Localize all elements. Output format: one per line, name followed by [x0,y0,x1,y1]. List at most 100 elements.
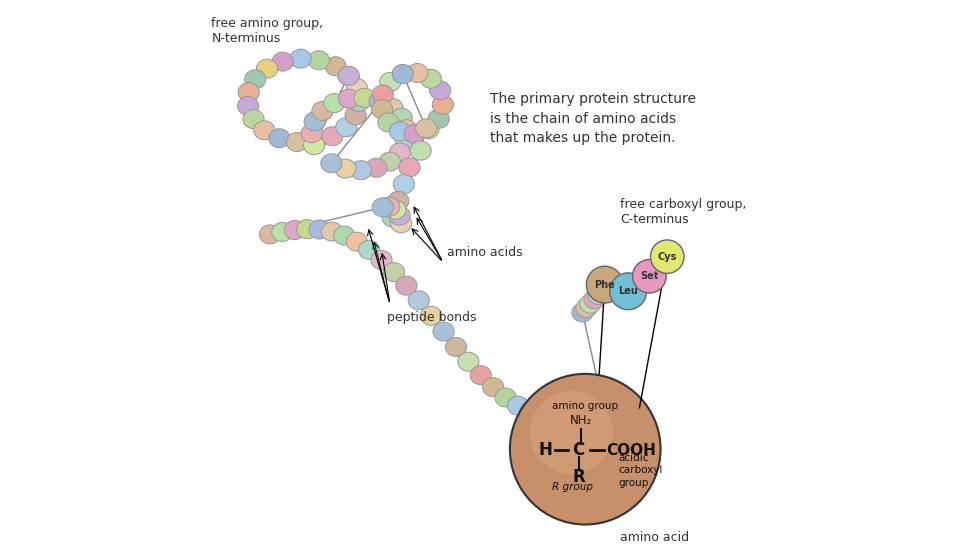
Ellipse shape [570,408,591,427]
Ellipse shape [334,226,355,245]
Ellipse shape [371,251,392,270]
Ellipse shape [254,121,275,140]
Ellipse shape [349,92,370,111]
Ellipse shape [407,64,428,83]
Text: C: C [573,441,584,459]
Ellipse shape [372,198,393,217]
Ellipse shape [507,396,528,415]
Text: R group: R group [552,482,594,492]
Ellipse shape [396,276,417,295]
Ellipse shape [372,85,393,104]
Ellipse shape [371,100,392,119]
Text: Set: Set [640,271,658,281]
Ellipse shape [338,66,360,85]
Ellipse shape [322,127,343,146]
Ellipse shape [389,143,411,162]
Text: The primary protein structure
is the chain of amino acids
that makes up the prot: The primary protein structure is the cha… [491,92,696,145]
Ellipse shape [415,119,437,138]
Ellipse shape [382,99,403,118]
Ellipse shape [532,406,553,425]
Ellipse shape [417,120,439,139]
Ellipse shape [572,303,593,322]
Text: R: R [573,468,585,486]
Ellipse shape [392,65,414,84]
Circle shape [510,374,660,525]
Ellipse shape [392,65,414,84]
Text: peptide bonds: peptide bonds [388,311,476,324]
Ellipse shape [495,388,516,407]
Circle shape [632,259,666,293]
Ellipse shape [432,95,453,114]
Ellipse shape [259,225,281,244]
Text: NH₂: NH₂ [570,413,592,427]
Ellipse shape [430,81,451,100]
Ellipse shape [428,109,449,128]
Text: amino acids: amino acids [447,247,523,259]
Ellipse shape [256,59,278,78]
Ellipse shape [399,158,420,177]
Ellipse shape [272,52,293,71]
Ellipse shape [380,73,401,92]
Ellipse shape [545,408,566,427]
Text: free amino group,
N-terminus: free amino group, N-terminus [211,17,323,45]
Ellipse shape [378,113,399,132]
Ellipse shape [369,92,390,110]
Ellipse shape [237,97,258,116]
Ellipse shape [391,108,413,127]
Text: Phe: Phe [595,280,615,290]
Ellipse shape [557,408,578,427]
Ellipse shape [308,220,330,239]
Ellipse shape [388,191,409,210]
Ellipse shape [290,49,311,68]
Ellipse shape [312,102,334,121]
Ellipse shape [354,88,375,107]
Ellipse shape [410,141,431,160]
Ellipse shape [284,220,306,239]
Ellipse shape [321,222,342,241]
Ellipse shape [335,159,356,178]
Text: Leu: Leu [618,286,638,296]
Ellipse shape [594,403,615,422]
Ellipse shape [243,109,264,128]
Ellipse shape [345,106,366,125]
Ellipse shape [304,136,325,155]
Ellipse shape [584,290,605,309]
Ellipse shape [592,281,613,300]
Ellipse shape [365,158,387,177]
Ellipse shape [389,122,411,141]
Ellipse shape [272,223,293,242]
Ellipse shape [390,214,412,233]
Ellipse shape [579,294,601,313]
Ellipse shape [420,306,442,325]
Ellipse shape [404,124,425,143]
Ellipse shape [286,132,308,151]
Ellipse shape [388,206,410,225]
Circle shape [530,391,613,474]
Ellipse shape [445,338,467,357]
Ellipse shape [379,197,400,216]
Ellipse shape [395,120,416,139]
Ellipse shape [245,70,266,89]
Ellipse shape [325,57,346,76]
Ellipse shape [393,175,415,194]
Ellipse shape [350,161,371,180]
Ellipse shape [304,112,325,131]
Ellipse shape [596,277,617,296]
Ellipse shape [600,272,621,291]
Ellipse shape [305,132,326,151]
Ellipse shape [420,69,442,88]
Ellipse shape [581,406,602,425]
Ellipse shape [379,152,400,171]
Text: free carboxyl group,
C-terminus: free carboxyl group, C-terminus [621,198,747,226]
Ellipse shape [520,402,541,421]
Ellipse shape [395,132,416,151]
Ellipse shape [385,200,406,219]
Ellipse shape [359,240,380,259]
Ellipse shape [576,299,597,318]
Ellipse shape [470,365,492,384]
Ellipse shape [382,208,403,227]
Ellipse shape [483,378,504,397]
Circle shape [586,266,623,303]
Ellipse shape [458,352,479,371]
Text: amino group: amino group [552,401,618,411]
